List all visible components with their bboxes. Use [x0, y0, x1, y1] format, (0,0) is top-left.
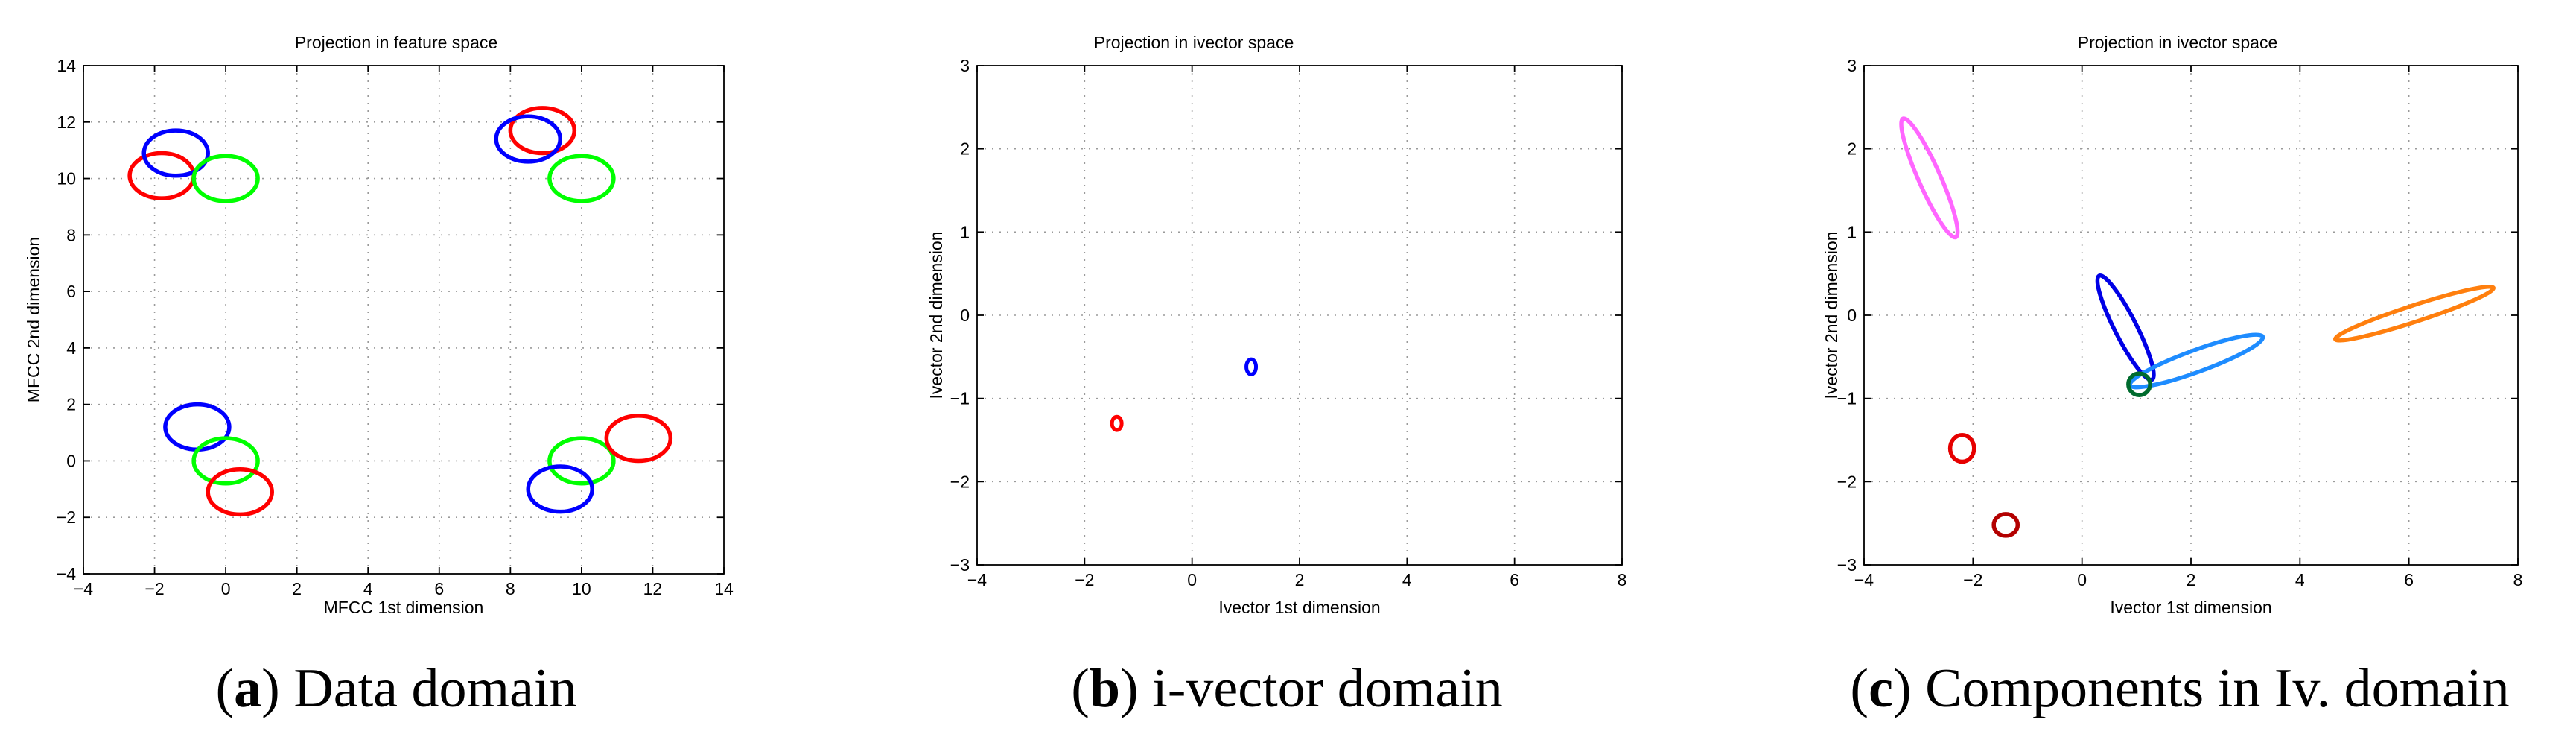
- x-tick-label: 14: [714, 579, 734, 598]
- caption-c: (c) Components in Iv. domain: [1850, 658, 2509, 719]
- y-tick-label: 6: [66, 282, 76, 301]
- y-tick-label: 10: [57, 169, 76, 189]
- chart-panel-a: Projection in feature space −4 −2 0 2 4 6 8 10 1…: [24, 33, 734, 719]
- ellipse-mark: [1244, 357, 1259, 376]
- ellipse-mark: [494, 114, 562, 164]
- x-axis-label-c: Ivector 1st dimension: [2110, 598, 2271, 617]
- x-tick-label: 6: [1510, 570, 1519, 589]
- ellipse-mark: [1991, 512, 2020, 538]
- y-tick-label: 4: [66, 338, 76, 358]
- ellipse-mark: [191, 154, 260, 203]
- y-tick-label: −3: [950, 555, 970, 575]
- y-tick-label: −3: [1837, 555, 1857, 575]
- x-tick-label: 8: [506, 579, 515, 598]
- x-tick-label: 12: [643, 579, 663, 598]
- caption-letter-c: c: [1869, 658, 1893, 719]
- y-tick-label: 2: [1847, 139, 1857, 159]
- y-tick-label: 14: [57, 56, 76, 75]
- y-axis-label-b: Ivector 2nd dimension: [926, 231, 946, 399]
- ellipse-mark: [2126, 371, 2152, 397]
- x-tick-label: 2: [2187, 570, 2196, 589]
- x-tick-label: −4: [74, 579, 93, 598]
- y-tick-label: 2: [66, 395, 76, 414]
- x-tick-label: 0: [221, 579, 231, 598]
- chart-panel-b: Projection in ivector space −4 −2 0 2 4 6 8 −3 −…: [926, 33, 1626, 719]
- y-tick-label: 12: [57, 113, 76, 132]
- y-tick-label: 3: [1847, 56, 1857, 75]
- ellipse-mark: [1899, 116, 1960, 240]
- plot-frame-b: [976, 65, 1623, 566]
- x-tick-label: −2: [1963, 570, 1982, 589]
- y-tick-label: 0: [66, 451, 76, 470]
- x-tick-label: 6: [434, 579, 444, 598]
- ellipse-mark: [1110, 414, 1124, 432]
- ellipse-mark: [191, 436, 260, 486]
- x-tick-label: 0: [1187, 570, 1197, 589]
- plot-frame-a: [83, 65, 725, 575]
- y-tick-label: −4: [57, 564, 76, 584]
- ellipse-mark: [206, 467, 274, 517]
- plot-frame-c: [1863, 65, 2519, 566]
- y-tick-label: −2: [1837, 472, 1857, 491]
- y-tick-label: −1: [950, 389, 970, 408]
- x-tick-label: −2: [144, 579, 164, 598]
- chart-title-a: Projection in feature space: [295, 33, 497, 52]
- y-tick-label: 1: [1847, 222, 1857, 241]
- x-tick-label: 10: [572, 579, 591, 598]
- x-tick-label: 8: [2513, 570, 2523, 589]
- caption-b: (b) i-vector domain: [1071, 658, 1503, 719]
- x-tick-label: 0: [2077, 570, 2087, 589]
- x-tick-label: −2: [1075, 570, 1094, 589]
- y-axis-label-c: Ivector 2nd dimension: [1822, 231, 1841, 399]
- x-axis-label-a: MFCC 1st dimension: [324, 598, 484, 617]
- x-tick-label: −4: [967, 570, 987, 589]
- y-tick-label: 8: [66, 225, 76, 244]
- chart-title-b: Projection in ivector space: [1094, 33, 1294, 52]
- ellipse-mark: [508, 106, 577, 156]
- ellipse-mark: [1947, 433, 1976, 464]
- ellipse-mark: [2332, 284, 2496, 343]
- y-tick-label: −1: [1837, 389, 1857, 408]
- x-tick-label: 2: [292, 579, 302, 598]
- ellipse-mark: [2095, 273, 2156, 382]
- caption-text-c: Components in Iv. domain: [1925, 658, 2509, 719]
- y-tick-label: −2: [950, 472, 970, 491]
- ellipse-mark: [547, 154, 616, 203]
- y-tick-label: 1: [960, 222, 970, 241]
- caption-letter-a: a: [234, 658, 261, 719]
- ellipse-mark: [604, 414, 673, 464]
- x-tick-label: 4: [1402, 570, 1412, 589]
- y-tick-label: 0: [1847, 306, 1857, 325]
- x-tick-label: 4: [2295, 570, 2305, 589]
- ellipse-mark: [141, 128, 210, 178]
- caption-text-a: Data domain: [293, 658, 576, 719]
- caption-letter-b: b: [1090, 658, 1120, 719]
- ellipse-mark: [547, 436, 616, 486]
- x-axis-label-b: Ivector 1st dimension: [1218, 598, 1380, 617]
- chart-panel-c: Projection in ivector space −4 −2 0 2 4 6 8 −3 −…: [1822, 33, 2522, 719]
- caption-a: (a) Data domain: [216, 658, 577, 719]
- x-tick-label: −4: [1854, 570, 1874, 589]
- y-axis-label-a: MFCC 2nd dimension: [24, 237, 43, 402]
- ellipse-mark: [526, 464, 594, 514]
- y-tick-label: 3: [960, 56, 970, 75]
- caption-text-b: i-vector domain: [1152, 658, 1503, 719]
- chart-title-c: Projection in ivector space: [2078, 33, 2277, 52]
- x-tick-label: 8: [1618, 570, 1627, 589]
- y-tick-label: 2: [960, 139, 970, 159]
- y-tick-label: −2: [57, 507, 76, 527]
- x-tick-label: 2: [1295, 570, 1305, 589]
- x-tick-label: 4: [363, 579, 373, 598]
- x-tick-label: 6: [2404, 570, 2414, 589]
- y-tick-label: 0: [960, 306, 970, 325]
